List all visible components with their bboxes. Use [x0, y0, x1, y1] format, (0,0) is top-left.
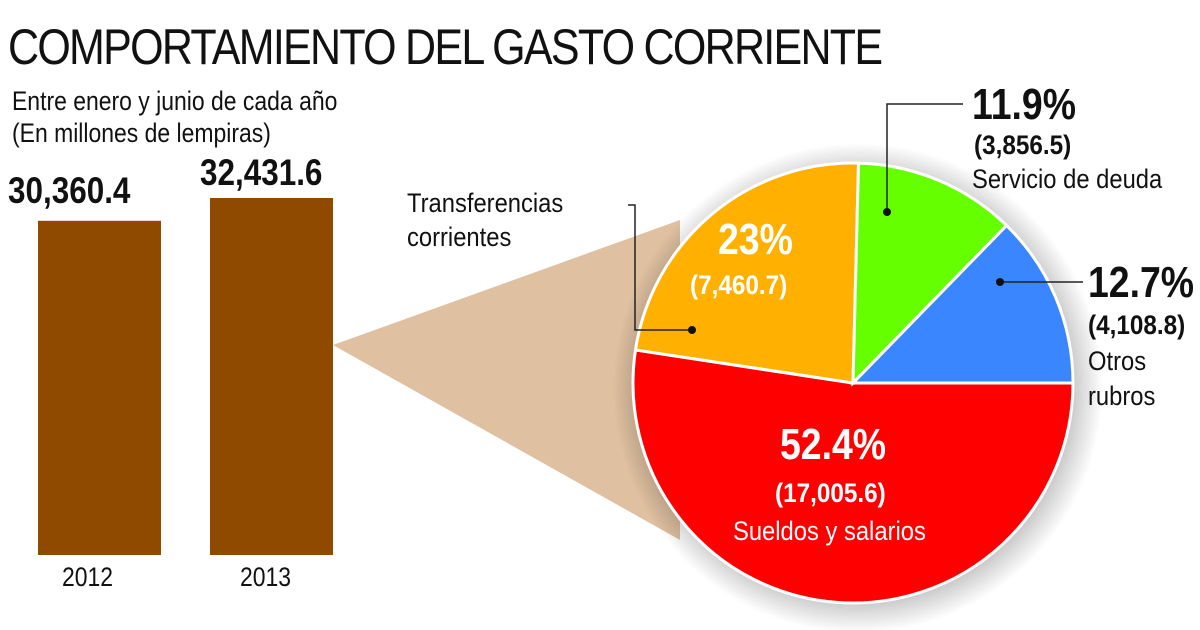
- bar-2012: [38, 220, 161, 555]
- subtitle-units: (En millones de lempiras): [12, 118, 271, 148]
- bar-label-2013: 2013: [240, 562, 292, 592]
- amount-transferencias: (7,460.7): [690, 270, 788, 300]
- pie-slice-sueldos-y-salarios: [631, 348, 1075, 605]
- label-servicio-deuda: Servicio de deuda: [972, 164, 1163, 194]
- leader-dots: [688, 208, 1004, 334]
- label-otros-2: rubros: [1088, 381, 1156, 411]
- bar-value-2013: 32,431.6: [200, 152, 323, 193]
- pie-slice-otros-rubros: [849, 223, 1075, 385]
- bar-label-2012: 2012: [62, 562, 114, 592]
- pct-servicio-deuda: 11.9%: [972, 80, 1076, 129]
- pct-sueldos: 52.4%: [780, 420, 887, 469]
- pct-otros: 12.7%: [1088, 258, 1195, 307]
- chart-title: COMPORTAMIENTO DEL GASTO CORRIENTE: [8, 19, 883, 75]
- bar-2013: [210, 198, 333, 555]
- label-transferencias-2: corrientes: [407, 222, 512, 252]
- pie-slice-servicio-de-deuda: [851, 161, 1009, 387]
- amount-sueldos: (17,005.6): [775, 478, 886, 508]
- subtitle-period: Entre enero y junio de cada año: [12, 86, 338, 116]
- bar-value-2012: 30,360.4: [8, 170, 131, 211]
- connector-wedge: [333, 220, 680, 540]
- amount-otros: (4,108.8): [1088, 310, 1186, 340]
- label-transferencias-1: Transferencias: [407, 188, 564, 218]
- amount-servicio-deuda: (3,856.5): [974, 130, 1072, 160]
- label-otros-1: Otros: [1088, 346, 1147, 376]
- pct-transferencias: 23%: [718, 215, 793, 264]
- leader-lines: [628, 103, 1083, 331]
- label-sueldos: Sueldos y salarios: [733, 516, 926, 546]
